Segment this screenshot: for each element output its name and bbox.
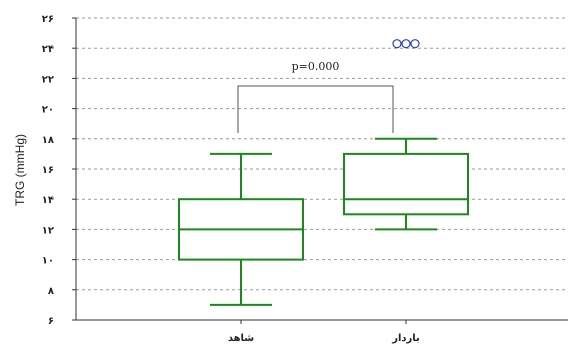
p-value-label: p=0.000 <box>292 60 340 73</box>
y-tick-label: ۲۰ <box>42 105 54 116</box>
grid-lines <box>76 17 568 321</box>
x-tick-labels: شاهد باردار <box>228 320 420 344</box>
iqr-box <box>343 152 469 216</box>
x-tick-label: باردار <box>391 333 420 344</box>
boxes <box>178 39 469 306</box>
significance-bracket <box>237 85 394 133</box>
y-tick-label: ۲۶ <box>42 14 54 25</box>
y-tick-label: ۱۶ <box>42 165 54 176</box>
y-tick-label: ۱۰ <box>42 256 54 267</box>
y-tick-label: ۱۸ <box>42 135 54 146</box>
y-tick-labels: ۶ ۸ ۱۰ ۱۲ ۱۴ ۱۶ ۱۸ ۲۰ ۲۲ ۲۴ ۲۶ <box>42 14 76 327</box>
outlier-point <box>392 39 402 49</box>
x-tick-label: شاهد <box>228 333 254 344</box>
y-tick-label: ۱۴ <box>42 195 54 206</box>
y-axis-label: TRG (mmHg) <box>13 134 27 206</box>
outlier-point <box>401 39 411 49</box>
box-group <box>343 39 469 231</box>
y-tick-label: ۶ <box>48 316 54 327</box>
y-tick-label: ۱۲ <box>42 225 54 236</box>
significance-annotation: p=0.000 <box>237 60 394 133</box>
y-tick-label: ۸ <box>48 286 54 297</box>
box-group <box>178 152 304 306</box>
outlier-point <box>410 39 420 49</box>
y-tick-label: ۲۲ <box>42 74 54 85</box>
y-tick-label: ۲۴ <box>42 44 54 55</box>
